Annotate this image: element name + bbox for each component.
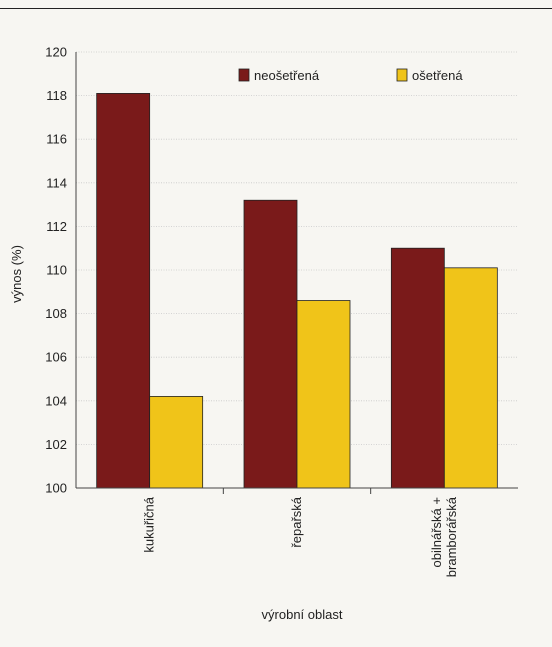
y-tick-label: 106 [45, 350, 67, 365]
y-tick-label: 104 [45, 393, 67, 408]
y-tick-label: 100 [45, 481, 67, 496]
bar [296, 300, 351, 489]
x-tick-label-line: kukuřičná [142, 496, 157, 552]
x-tick-label: řepařská [289, 496, 304, 547]
legend: neošetřená ošetřená [238, 68, 463, 83]
x-tick-label: obilnářská + bramborářská [429, 496, 459, 577]
y-tick-label: 120 [45, 45, 67, 60]
axes [75, 52, 518, 494]
y-tick-label: 112 [46, 219, 67, 234]
x-axis-title: výrobní oblast [262, 607, 343, 622]
legend-swatch-neosetrena [238, 68, 250, 82]
legend-label-osetrena: ošetřená [412, 68, 463, 83]
y-tick-label: 110 [46, 263, 67, 278]
y-axis-title: výnos (%) [9, 245, 24, 303]
y-tick-label: 102 [45, 437, 67, 452]
bars [96, 93, 498, 489]
y-tick-labels: 100 102 104 106 108 110 112 114 116 118 120 [45, 45, 67, 496]
bar [243, 199, 298, 489]
bar [96, 93, 151, 489]
x-tick-label-line: bramborářská [444, 496, 459, 577]
x-tick-label: kukuřičná [142, 496, 157, 552]
y-tick-label: 114 [46, 175, 67, 190]
bar [390, 247, 445, 489]
top-rule [0, 8, 552, 9]
bar [443, 267, 498, 489]
y-tick-label: 118 [46, 88, 67, 103]
legend-label-neosetrena: neošetřená [254, 68, 320, 83]
bar [149, 396, 204, 489]
x-tick-labels: kukuřičná řepařská obilnářská + bramborářsk… [142, 496, 459, 577]
legend-swatch-osetrena [396, 68, 408, 82]
y-tick-label: 116 [46, 132, 67, 147]
x-tick-label-line: řepařská [289, 496, 304, 547]
y-tick-label: 108 [45, 306, 67, 321]
x-tick-label-line: obilnářská + [429, 497, 444, 567]
